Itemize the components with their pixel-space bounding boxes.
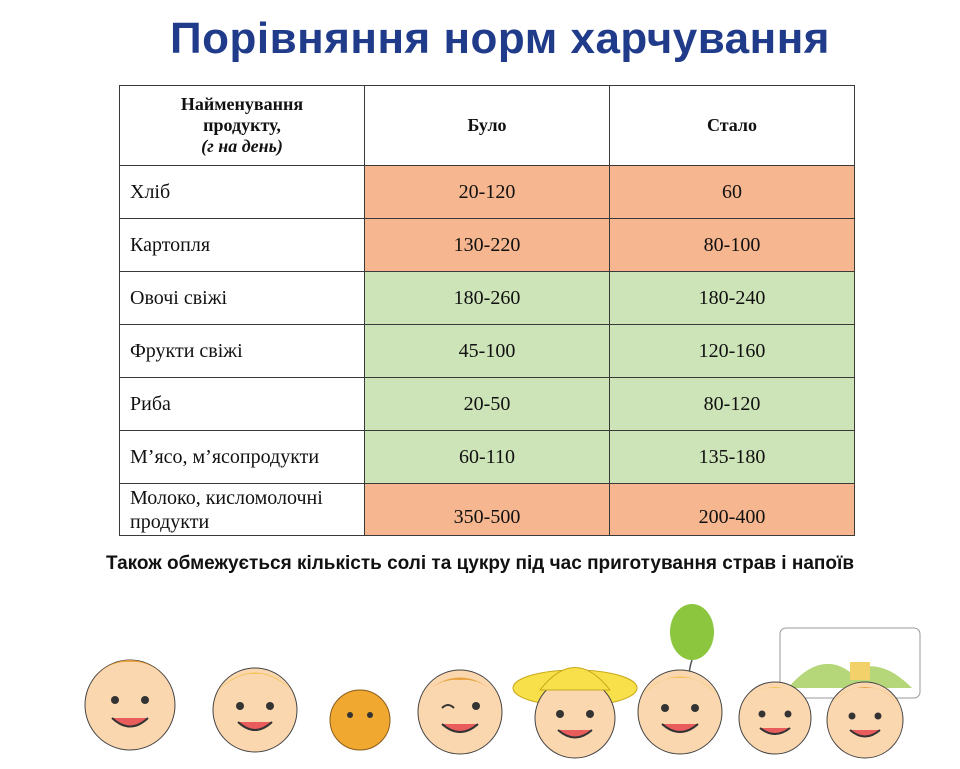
product-name-cell: Молоко, кисломолочні продукти — [119, 483, 365, 536]
header-before: Було — [364, 85, 610, 166]
before-value-cell: 20-120 — [364, 165, 610, 219]
after-value-cell: 60 — [609, 165, 855, 219]
after-value-cell: 200-400 — [609, 483, 855, 536]
after-value-cell: 135-180 — [609, 430, 855, 484]
child-face-3 — [417, 669, 503, 755]
table-row: Фрукти свіжі 45-100 120-160 — [119, 324, 855, 378]
child-face-1 — [84, 659, 176, 751]
child-face-4 — [512, 667, 638, 759]
painting-icon — [779, 627, 921, 699]
header-product-name: Найменування продукту, (г на день) — [119, 85, 365, 166]
before-value-cell: 60-110 — [364, 430, 610, 484]
product-name-cell: Риба — [119, 377, 365, 431]
product-name-cell: Хліб — [119, 165, 365, 219]
header-name-unit: (г на день) — [201, 136, 283, 156]
header-name-line2: продукту, — [203, 115, 281, 135]
after-value-cell: 80-120 — [609, 377, 855, 431]
nutrition-norms-table: Найменування продукту, (г на день) Було … — [119, 85, 855, 536]
product-name-cell: Овочі свіжі — [119, 271, 365, 325]
after-value-cell: 180-240 — [609, 271, 855, 325]
table-row: М’ясо, м’ясопродукти 60-110 135-180 — [119, 430, 855, 484]
header-name-line1: Найменування — [180, 94, 304, 114]
table-row: Картопля 130-220 80-100 — [119, 218, 855, 272]
restriction-note: Також обмежується кількість солі та цукр… — [105, 553, 855, 574]
header-after: Стало — [609, 85, 855, 166]
child-face-2 — [212, 667, 298, 753]
child-face-5 — [637, 669, 723, 755]
before-value-cell: 180-260 — [364, 271, 610, 325]
product-name-cell: М’ясо, м’ясопродукти — [119, 430, 365, 484]
before-value-cell: 20-50 — [364, 377, 610, 431]
before-value-cell: 350-500 — [364, 483, 610, 536]
after-value-cell: 80-100 — [609, 218, 855, 272]
product-name-cell: Фрукти свіжі — [119, 324, 365, 378]
toy-cat-icon — [329, 689, 391, 751]
before-value-cell: 130-220 — [364, 218, 610, 272]
product-name-cell: Картопля — [119, 218, 365, 272]
table-row: Риба 20-50 80-120 — [119, 377, 855, 431]
table-row: Молоко, кисломолочні продукти 350-500 200-… — [119, 483, 855, 536]
page-title: Порівняння норм харчування — [170, 14, 830, 63]
table-header-row: Найменування продукту, (г на день) Було … — [119, 85, 855, 166]
child-face-7 — [826, 681, 904, 759]
after-value-cell: 120-160 — [609, 324, 855, 378]
before-value-cell: 45-100 — [364, 324, 610, 378]
table-row: Хліб 20-120 60 — [119, 165, 855, 219]
children-illustration — [84, 604, 921, 759]
child-face-6 — [738, 681, 812, 755]
table-row: Овочі свіжі 180-260 180-240 — [119, 271, 855, 325]
